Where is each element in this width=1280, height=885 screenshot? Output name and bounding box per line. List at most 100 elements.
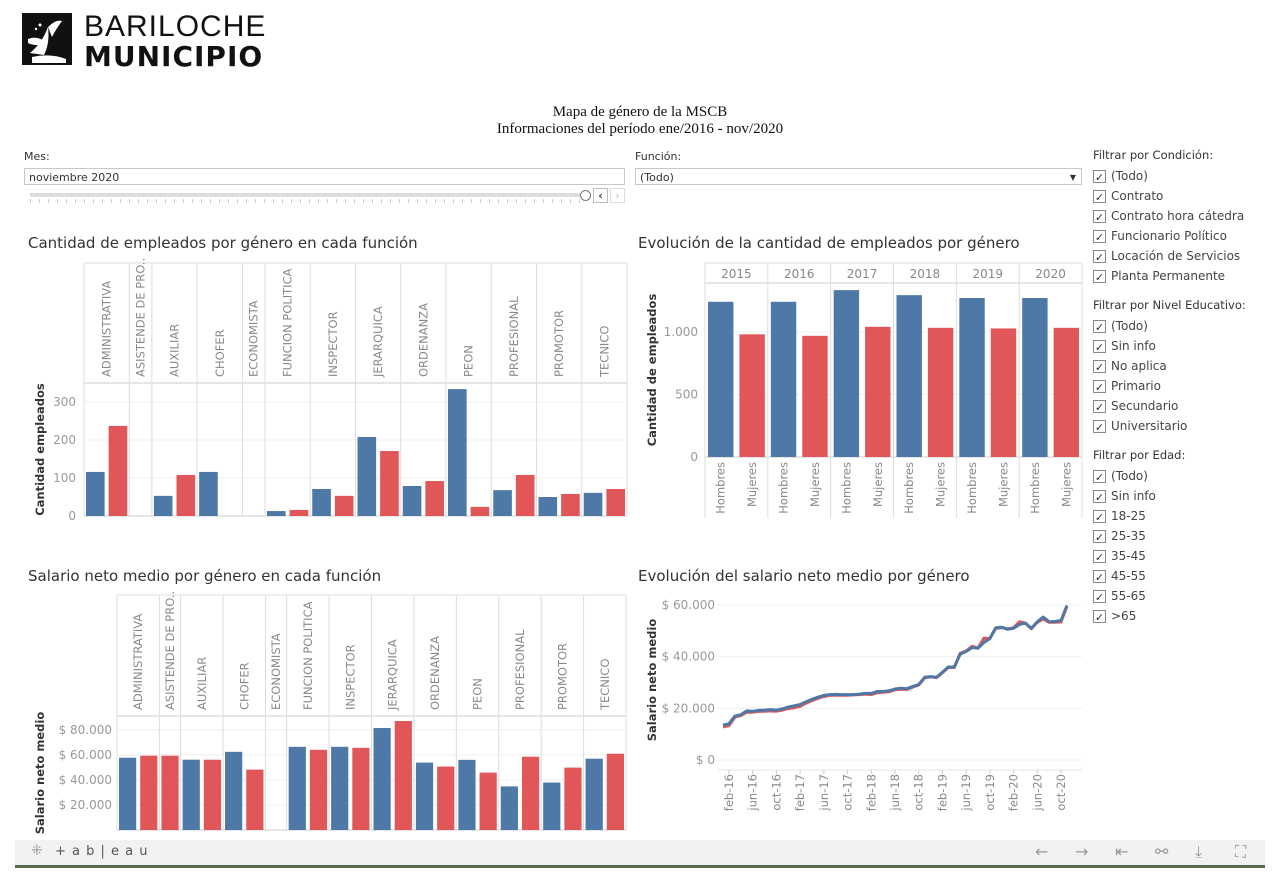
- revert-icon[interactable]: ⇤: [1115, 842, 1129, 861]
- mes-input[interactable]: noviembre 2020: [24, 168, 625, 185]
- gender-label: Hombres: [1028, 462, 1042, 514]
- x-tick-label: oct-16: [769, 774, 783, 811]
- filter-option[interactable]: ✓ Planta Permanente: [1093, 266, 1278, 286]
- y-tick-label: $ 20.000: [662, 701, 715, 715]
- category-label: ASISTENDE DE PRO..: [134, 258, 148, 377]
- checkbox-checked-icon[interactable]: ✓: [1093, 419, 1106, 434]
- share-icon[interactable]: ⚯: [1155, 842, 1169, 861]
- filter-option-label: (Todo): [1111, 469, 1148, 483]
- checkbox-checked-icon[interactable]: ✓: [1093, 209, 1106, 224]
- mes-slider-handle[interactable]: [580, 190, 591, 201]
- filter-option[interactable]: ✓ (Todo): [1093, 316, 1278, 336]
- category-label: ADMINISTRATIVA: [100, 281, 114, 377]
- checkbox-checked-icon[interactable]: ✓: [1093, 229, 1106, 244]
- checkbox-checked-icon[interactable]: ✓: [1093, 379, 1106, 394]
- bar-hombres: [267, 511, 286, 516]
- category-label: JERARQUICA: [371, 306, 385, 378]
- filter-option[interactable]: ✓ Secundario: [1093, 396, 1278, 416]
- filter-option-label: (Todo): [1111, 319, 1148, 333]
- filter-option-label: 25-35: [1111, 529, 1146, 543]
- filter-option[interactable]: ✓ Funcionario Político: [1093, 226, 1278, 246]
- checkbox-checked-icon[interactable]: ✓: [1093, 269, 1106, 284]
- y-tick-label: $ 20.000: [59, 798, 112, 812]
- filter-option[interactable]: ✓ Sin info: [1093, 336, 1278, 356]
- bar-hombres: [493, 490, 512, 516]
- checkbox-checked-icon[interactable]: ✓: [1093, 189, 1106, 204]
- bar-mujeres: [564, 767, 582, 830]
- bar-hombres: [312, 489, 331, 516]
- category-label: ECONOMISTA: [247, 300, 261, 377]
- chevron-down-icon: ▼: [1069, 173, 1076, 182]
- filter-option[interactable]: ✓ Locación de Servicios: [1093, 246, 1278, 266]
- filter-option[interactable]: ✓ Contrato hora cátedra: [1093, 206, 1278, 226]
- y-tick-label: 0: [68, 509, 76, 523]
- checkbox-checked-icon[interactable]: ✓: [1093, 249, 1106, 264]
- gender-label: Hombres: [965, 462, 979, 514]
- filter-option[interactable]: ✓ (Todo): [1093, 166, 1278, 186]
- filter-option[interactable]: ✓ Universitario: [1093, 416, 1278, 436]
- category-label: INSPECTOR: [326, 311, 340, 377]
- checkbox-checked-icon[interactable]: ✓: [1093, 339, 1106, 354]
- filter-option[interactable]: ✓ 55-65: [1093, 586, 1278, 606]
- filter-option[interactable]: ✓ >65: [1093, 606, 1278, 626]
- filter-option[interactable]: ✓ (Todo): [1093, 466, 1278, 486]
- municipio-logo: BARILOCHE MUNICIPIO: [22, 10, 272, 73]
- tableau-toolbar: ⁜ + a b | e a u ← → ⇤ ⚯ ⤓ ⛶: [15, 840, 1265, 868]
- category-label: PROMOTOR: [552, 310, 566, 377]
- next-month-button[interactable]: ›: [610, 188, 625, 203]
- funcion-dropdown[interactable]: (Todo) ▼: [635, 168, 1082, 185]
- checkbox-checked-icon[interactable]: ✓: [1093, 589, 1106, 604]
- y-tick-label: $ 40.000: [59, 773, 112, 787]
- download-icon[interactable]: ⤓: [1195, 842, 1203, 861]
- checkbox-checked-icon[interactable]: ✓: [1093, 489, 1106, 504]
- bar-hombres: [373, 728, 391, 830]
- checkbox-checked-icon[interactable]: ✓: [1093, 609, 1106, 624]
- gender-label: Mujeres: [934, 462, 948, 507]
- funcion-label: Función:: [635, 150, 682, 163]
- category-label: TECNICO: [597, 326, 611, 378]
- y-tick-label: 300: [53, 395, 76, 409]
- filter-option[interactable]: ✓ 25-35: [1093, 526, 1278, 546]
- checkbox-checked-icon[interactable]: ✓: [1093, 569, 1106, 584]
- filter-option-label: (Todo): [1111, 169, 1148, 183]
- checkbox-checked-icon[interactable]: ✓: [1093, 399, 1106, 414]
- previous-month-button[interactable]: ‹: [593, 188, 608, 203]
- filter-option[interactable]: ✓ 35-45: [1093, 546, 1278, 566]
- bar-mujeres: [289, 509, 309, 516]
- fullscreen-icon[interactable]: ⛶: [1235, 842, 1247, 861]
- redo-arrow-icon[interactable]: →: [1075, 842, 1089, 861]
- gender-label: Mujeres: [808, 462, 822, 507]
- bar-mujeres: [990, 328, 1017, 457]
- x-tick-label: oct-17: [841, 774, 855, 811]
- checkbox-checked-icon[interactable]: ✓: [1093, 359, 1106, 374]
- filter-option[interactable]: ✓ Primario: [1093, 376, 1278, 396]
- undo-arrow-icon[interactable]: ←: [1035, 842, 1049, 861]
- gender-label: Hombres: [714, 462, 728, 514]
- bar-mujeres: [176, 474, 196, 516]
- filter-option[interactable]: ✓ 45-55: [1093, 566, 1278, 586]
- filter-option[interactable]: ✓ No aplica: [1093, 356, 1278, 376]
- filter-option[interactable]: ✓ 18-25: [1093, 506, 1278, 526]
- checkbox-checked-icon[interactable]: ✓: [1093, 319, 1106, 334]
- category-label: PEON: [471, 678, 485, 710]
- filter-title: Filtrar por Nivel Educativo:: [1093, 298, 1246, 312]
- year-label: 2020: [1035, 267, 1066, 281]
- checkbox-checked-icon[interactable]: ✓: [1093, 549, 1106, 564]
- checkbox-checked-icon[interactable]: ✓: [1093, 529, 1106, 544]
- funcion-dropdown-value: (Todo): [640, 171, 674, 184]
- bar-mujeres: [927, 327, 954, 457]
- category-label: CHOFER: [237, 662, 251, 710]
- x-tick-label: jun-16: [746, 774, 760, 812]
- checkbox-checked-icon[interactable]: ✓: [1093, 509, 1106, 524]
- checkbox-checked-icon[interactable]: ✓: [1093, 169, 1106, 184]
- y-tick-label: 0: [690, 450, 698, 464]
- filter-option[interactable]: ✓ Sin info: [1093, 486, 1278, 506]
- filter-option[interactable]: ✓ Contrato: [1093, 186, 1278, 206]
- bar-hombres: [1022, 298, 1048, 457]
- mes-slider-track[interactable]: [30, 193, 585, 197]
- bar-mujeres: [425, 481, 444, 516]
- checkbox-checked-icon[interactable]: ✓: [1093, 469, 1106, 484]
- bar-hombres: [288, 746, 306, 830]
- y-tick-label: 500: [675, 387, 698, 401]
